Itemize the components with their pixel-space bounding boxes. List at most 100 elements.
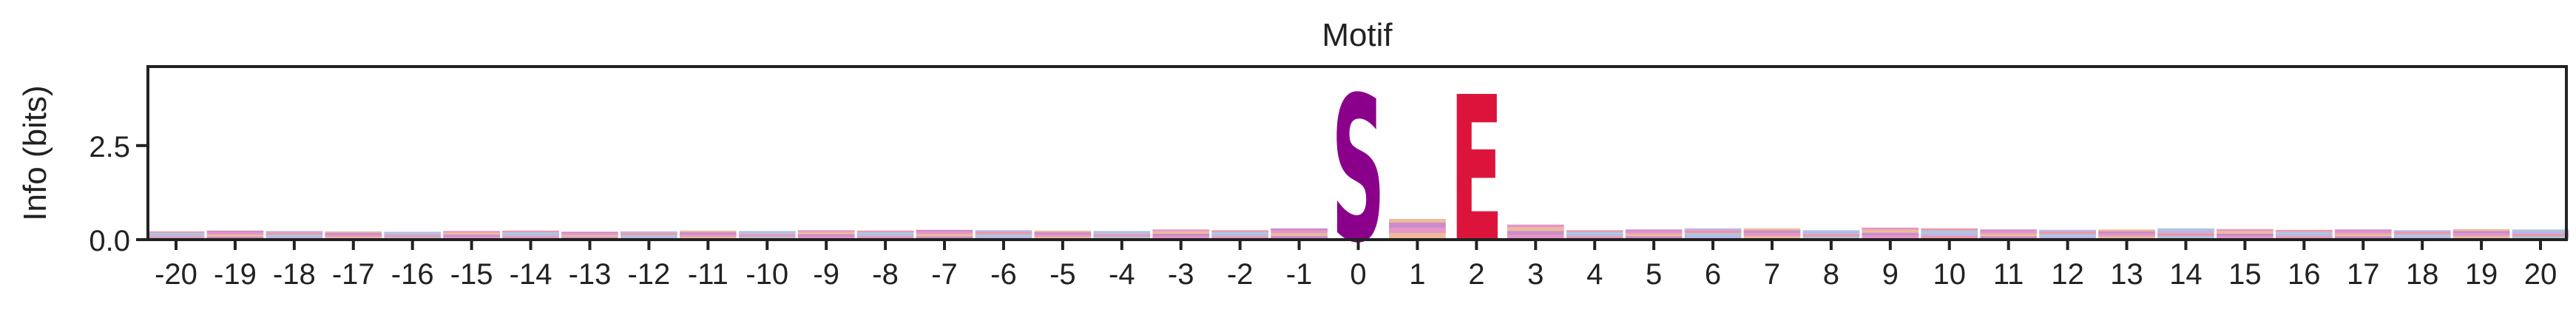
- background-letter-strip: [443, 232, 500, 235]
- x-tick-label: 1: [1409, 258, 1425, 291]
- background-letter-strip: [1034, 230, 1092, 232]
- x-tick-label: -5: [1049, 258, 1076, 291]
- background-letter-strip: [738, 234, 796, 237]
- x-tick-label: 11: [1993, 258, 2024, 291]
- background-letter-strip: [2512, 236, 2569, 240]
- background-letter-strip: [1802, 234, 1860, 237]
- x-tick-label: 5: [1646, 258, 1662, 291]
- background-letter-strip: [1566, 230, 1623, 232]
- background-letter-strip: [1921, 236, 1978, 240]
- background-letter-strip: [1271, 228, 1328, 231]
- background-letter-strip: [2098, 231, 2155, 234]
- background-letter-strip: [1093, 232, 1151, 235]
- background-letter-strip: [2393, 234, 2451, 237]
- background-letter-strip: [621, 231, 677, 233]
- x-tick-label: 13: [2110, 258, 2143, 291]
- background-letter-strip: [1980, 229, 2038, 232]
- background-letter-strip: [2039, 229, 2096, 232]
- background-letter-strip: [1034, 232, 1092, 234]
- x-tick-label: -19: [214, 258, 257, 291]
- background-letter-strip: [679, 232, 737, 234]
- background-letter-strip: [1093, 231, 1151, 233]
- x-tick-label: 14: [2169, 258, 2203, 291]
- background-letter-strip: [2275, 232, 2333, 234]
- background-letter-strip: [2098, 236, 2155, 240]
- x-tick-label: 19: [2465, 258, 2498, 291]
- background-letter-strip: [797, 236, 855, 240]
- background-letter-strip: [621, 234, 677, 237]
- background-letter-strip: [1684, 230, 1742, 234]
- background-letter-strip: [916, 236, 973, 240]
- background-letter-strip: [1625, 234, 1683, 237]
- background-letter-strip: [2334, 234, 2392, 237]
- background-letter-strip: [384, 233, 442, 235]
- background-letter-strip: [2217, 233, 2274, 237]
- chart-title: Motif: [1322, 17, 1393, 53]
- background-letter-strip: [443, 231, 500, 233]
- background-letter-strip: [1980, 231, 2038, 234]
- background-letter-strip: [2217, 229, 2274, 232]
- background-letter-strip: [2157, 236, 2214, 240]
- background-letter-strip: [2039, 236, 2096, 240]
- background-letter-strip: [797, 234, 855, 237]
- x-tick-label: -20: [155, 258, 197, 291]
- background-letter-strip: [1211, 232, 1269, 234]
- x-tick-label: -10: [746, 258, 788, 291]
- x-tick-label: -15: [450, 258, 493, 291]
- background-letter-strip: [1684, 233, 1742, 237]
- background-letter-strip: [916, 232, 973, 234]
- x-tick-label: -16: [391, 258, 434, 291]
- background-letter-strip: [1152, 236, 1210, 240]
- background-letter-strip: [738, 232, 796, 235]
- background-letter-strip: [2452, 231, 2510, 234]
- background-letter-strip: [1921, 233, 1978, 237]
- background-letter-strip: [1980, 236, 2038, 240]
- background-letter-strip: [2217, 236, 2274, 240]
- background-letter-strip: [2039, 232, 2096, 234]
- background-letter-strip: [1684, 228, 1742, 231]
- background-letter-strip: [1152, 231, 1210, 234]
- background-letter-strip: [325, 232, 382, 235]
- background-letter-strip: [1862, 229, 1919, 233]
- motif-letter-e: E: [1450, 55, 1504, 287]
- background-letter-strip: [1743, 230, 1801, 234]
- background-letter-strip: [2334, 229, 2392, 232]
- background-letter-strip: [1389, 232, 1446, 240]
- background-letter-strip: [1507, 227, 1564, 232]
- background-letter-strip: [2098, 229, 2155, 232]
- x-tick-label: -17: [332, 258, 375, 291]
- background-letter-strip: [856, 234, 914, 237]
- background-letter-strip: [147, 234, 205, 237]
- background-letter-strip: [2452, 229, 2510, 232]
- background-letter-strip: [1093, 234, 1151, 237]
- background-letter-strip: [916, 234, 973, 237]
- background-letter-strip: [266, 231, 323, 233]
- background-letter-strip: [206, 230, 264, 232]
- background-letter-strip: [856, 230, 914, 232]
- x-tick-label: 17: [2347, 258, 2380, 291]
- background-letter-strip: [2157, 230, 2214, 234]
- background-letter-strip: [561, 234, 618, 237]
- y-tick-label: 2.5: [89, 131, 130, 163]
- x-tick-label: 3: [1527, 258, 1544, 291]
- background-letter-strip: [1743, 233, 1801, 237]
- background-letter-strip: [2452, 233, 2510, 237]
- background-letter-strip: [1566, 232, 1623, 234]
- background-letter-strip: [502, 232, 559, 234]
- background-letter-strip: [2275, 229, 2333, 232]
- background-letter-strip: [443, 234, 500, 237]
- x-tick-label: 2: [1468, 258, 1484, 291]
- background-letter-strip: [147, 232, 205, 235]
- background-letter-strip: [2098, 234, 2155, 237]
- background-letter-strip: [1507, 234, 1564, 240]
- x-tick-label: 0: [1350, 258, 1366, 291]
- x-tick-label: 4: [1586, 258, 1603, 291]
- background-letter-strip: [1507, 231, 1564, 235]
- x-tick-label: -14: [510, 258, 552, 291]
- background-letter-strip: [1507, 224, 1564, 228]
- background-letter-strip: [1862, 227, 1919, 230]
- background-letter-strip: [2393, 236, 2451, 240]
- x-tick-label: 12: [2051, 258, 2084, 291]
- background-letter-strip: [975, 232, 1032, 234]
